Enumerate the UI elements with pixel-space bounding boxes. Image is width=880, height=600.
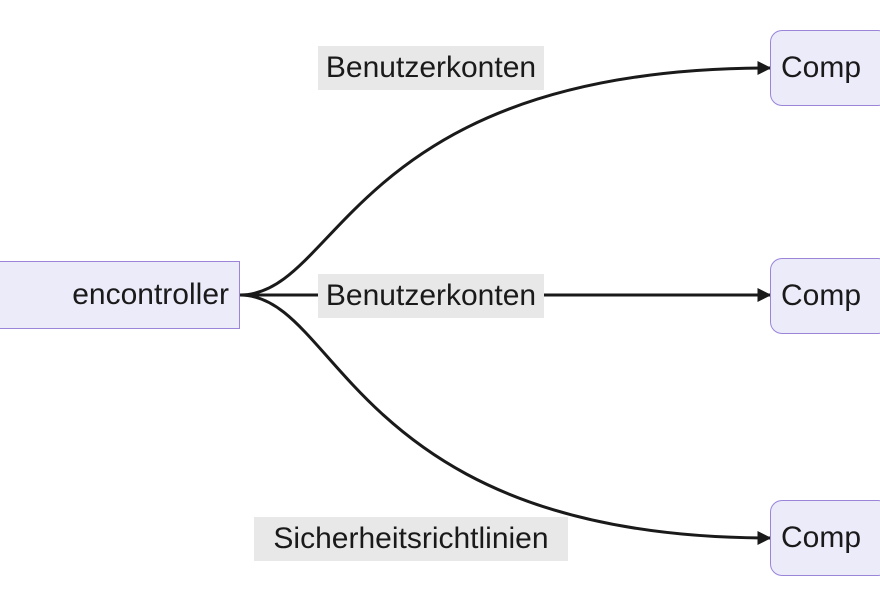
edge-label-e3: Sicherheitsrichtlinien <box>254 517 568 561</box>
node-comp1: Comp <box>770 30 880 106</box>
node-comp2: Comp <box>770 258 880 334</box>
edge-e3 <box>240 295 770 538</box>
node-comp3: Comp <box>770 500 880 576</box>
edge-label-e2: Benutzerkonten <box>318 274 544 318</box>
node-controller: encontroller <box>0 261 240 329</box>
node-label: Comp <box>781 51 861 85</box>
node-label: encontroller <box>72 278 229 312</box>
node-label: Comp <box>781 521 861 555</box>
diagram-canvas: Benutzerkonten Benutzerkonten Sicherheitsr… <box>0 0 880 600</box>
edge-e1 <box>240 68 770 295</box>
node-label: Comp <box>781 279 861 313</box>
edge-label-e1: Benutzerkonten <box>318 46 544 90</box>
